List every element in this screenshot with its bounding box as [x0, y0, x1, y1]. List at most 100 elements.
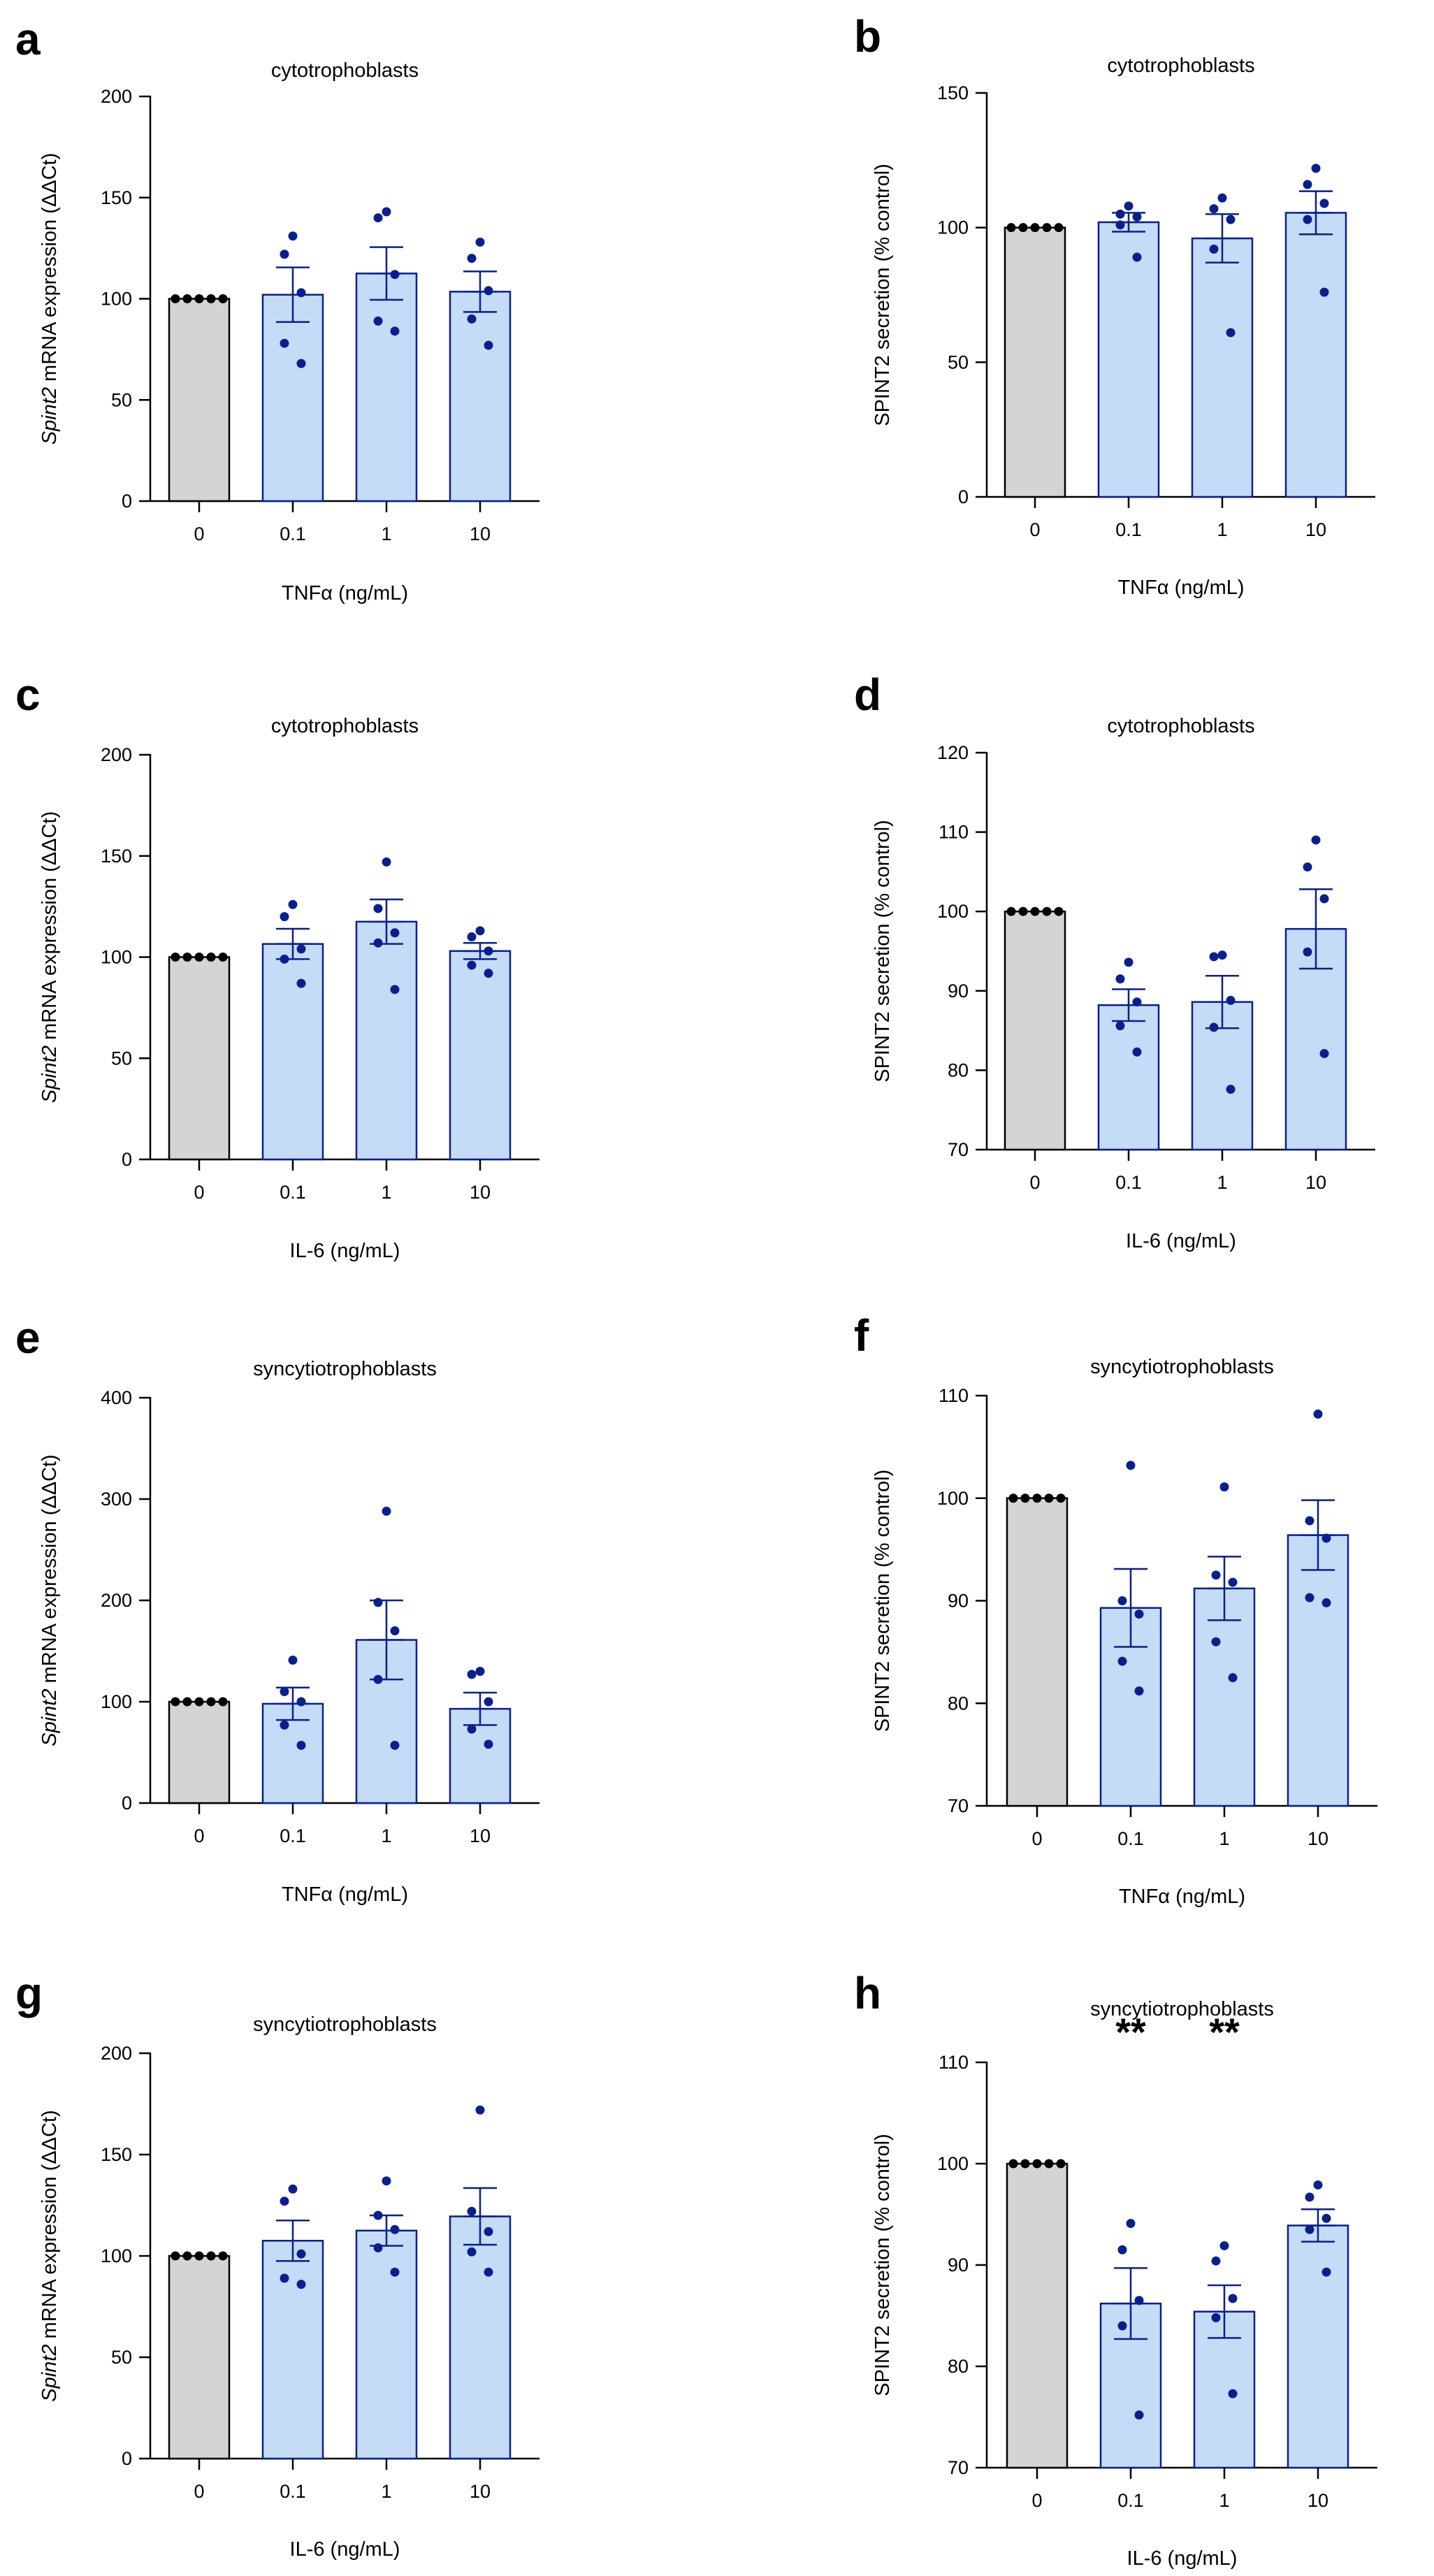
chart-title: syncytiotrophoblasts [253, 2013, 437, 2036]
y-axis-label-text: mRNA expression (ΔΔCt) [38, 1454, 61, 1688]
data-point [296, 1740, 306, 1750]
data-point [1321, 1598, 1331, 1607]
data-point [1054, 906, 1064, 916]
data-point [280, 338, 289, 348]
data-point [280, 2273, 289, 2283]
data-point [1311, 835, 1321, 845]
bar-1 [355, 920, 418, 1161]
x-tick-label: 0.1 [1117, 1828, 1144, 1849]
y-axis-label: SPINT2 secretion (% control) [871, 1470, 894, 1732]
data-point [1132, 212, 1142, 222]
data-point [1305, 2192, 1314, 2202]
bar-0 [1006, 2162, 1069, 2469]
y-axis-label-text: SPINT2 secretion (% control) [871, 164, 894, 426]
x-tick-label: 0 [194, 1182, 204, 1203]
x-tick-label: 0.1 [280, 1182, 306, 1203]
data-point [182, 2251, 192, 2261]
data-point [1054, 223, 1064, 233]
data-point [1134, 1609, 1144, 1619]
y-axis-label-gene: Spint2 [38, 387, 61, 444]
x-tick-label: 0 [1031, 2490, 1042, 2511]
y-tick-label: 50 [111, 389, 132, 410]
data-point [467, 1670, 477, 1679]
data-point [1228, 2389, 1238, 2398]
data-point [1008, 2159, 1018, 2169]
y-tick-label: 100 [101, 2245, 132, 2266]
x-tick-label: 10 [1308, 2490, 1328, 2511]
data-point [1124, 201, 1134, 211]
data-point [1032, 2159, 1042, 2169]
error-bar [1114, 1568, 1147, 1648]
data-point [1044, 1493, 1054, 1503]
data-point [1321, 2267, 1331, 2277]
x-axis-label: TNFα (ng/mL) [1117, 577, 1244, 599]
data-point [382, 2176, 391, 2186]
bar-0 [1006, 1497, 1069, 1807]
bar-0.1 [1097, 1004, 1160, 1151]
y-axis-label-text: mRNA expression (ΔΔCt) [38, 153, 61, 387]
data-point [1042, 906, 1052, 916]
data-point [467, 314, 477, 324]
data-point [1006, 223, 1016, 233]
y-axis-label-text: mRNA expression (ΔΔCt) [38, 2110, 61, 2344]
y-tick-label: 100 [937, 901, 969, 922]
data-point [280, 249, 289, 259]
data-point [206, 294, 216, 303]
y-tick-label: 100 [101, 1691, 132, 1712]
data-point [1303, 862, 1312, 872]
data-point [467, 960, 477, 970]
error-bar [463, 1691, 497, 1726]
data-point [484, 969, 493, 978]
data-point [1217, 193, 1227, 203]
data-point [296, 978, 306, 988]
data-point [1303, 947, 1312, 957]
data-point [1303, 215, 1312, 224]
data-point [1115, 209, 1125, 219]
y-tick-label: 80 [948, 1059, 969, 1080]
y-tick-label: 150 [937, 82, 969, 103]
data-point [280, 1687, 289, 1696]
y-axis-label-gene: Spint2 [38, 1689, 61, 1746]
chart-panel-g: g syncytiotrophoblasts 0 50 100 150 200 0 0.1 1 10… [15, 1968, 539, 2561]
data-point [288, 2184, 298, 2194]
chart-title: syncytiotrophoblasts [1090, 1356, 1274, 1378]
data-point [1211, 1637, 1221, 1647]
data-point [390, 2267, 400, 2277]
bar-10 [449, 950, 512, 1161]
x-tick-label: 1 [381, 1182, 391, 1203]
y-tick-label: 150 [101, 846, 132, 867]
data-point [1132, 252, 1142, 262]
data-point [467, 932, 477, 942]
data-point [288, 1656, 298, 1665]
data-point [1319, 198, 1329, 208]
x-tick-label: 0.1 [280, 1825, 306, 1846]
y-tick-label: 90 [948, 981, 969, 1001]
data-point [280, 912, 289, 922]
error-bar [1299, 190, 1333, 236]
data-point [1219, 2241, 1229, 2250]
panel-letter: h [854, 1968, 881, 2018]
data-point [1226, 215, 1236, 224]
y-axis-label: Spint2 mRNA expression (ΔΔCt) [38, 153, 61, 445]
y-axis-label-gene: Spint2 [38, 2345, 61, 2402]
x-axis-label: IL-6 (ng/mL) [290, 2538, 400, 2561]
data-point [1313, 1409, 1323, 1419]
data-point [1219, 1482, 1229, 1492]
data-point [206, 1697, 216, 1707]
y-tick-label: 50 [948, 352, 969, 372]
y-tick-label: 70 [948, 1795, 969, 1816]
x-tick-label: 1 [381, 523, 391, 544]
data-point [194, 1697, 204, 1707]
data-point [1228, 1673, 1238, 1683]
y-tick-label: 70 [948, 1139, 969, 1160]
bar-0 [1004, 910, 1066, 1151]
data-point [1018, 906, 1028, 916]
bar-0.1 [261, 294, 324, 502]
data-point [390, 1626, 400, 1635]
x-axis-label: TNFα (ng/mL) [282, 582, 408, 605]
bar-10 [449, 2215, 512, 2460]
data-point [182, 294, 192, 303]
